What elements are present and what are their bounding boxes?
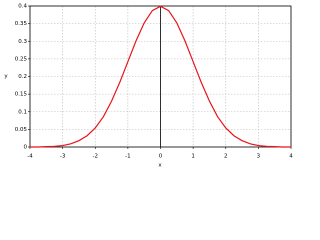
x-tick-label: -2 (93, 154, 98, 160)
y-tick-label: 0.1 (18, 109, 27, 115)
y-axis-label: y (4, 74, 8, 80)
x-tick-label: -4 (27, 154, 33, 160)
x-tick-label: -1 (125, 154, 130, 160)
x-tick-label: 3 (257, 154, 261, 160)
y-tick-label: 0.25 (15, 56, 28, 62)
y-tick-label: 0 (24, 145, 28, 151)
x-tick-label: 1 (191, 154, 195, 160)
y-tick-label: 0.4 (18, 4, 27, 10)
y-tick-label: 0.2 (18, 74, 27, 80)
y-tick-label: 0.3 (18, 39, 27, 45)
y-tick-label: 0.35 (15, 21, 28, 27)
chart: x y 0 0.05 0.1 0.15 0.2 0.25 0.3 0.35 0.4 -4 -3 -2 -… (4, 4, 293, 169)
y-tick-label: 0.05 (15, 127, 28, 133)
line-series (30, 5, 291, 148)
x-tick-label: 4 (289, 154, 293, 160)
x-tick-label: 0 (159, 154, 163, 160)
x-tick-label: -3 (60, 154, 66, 160)
x-axis-label: x (158, 163, 162, 169)
x-tick-label: 2 (224, 154, 228, 160)
y-tick-label: 0.15 (15, 92, 28, 98)
